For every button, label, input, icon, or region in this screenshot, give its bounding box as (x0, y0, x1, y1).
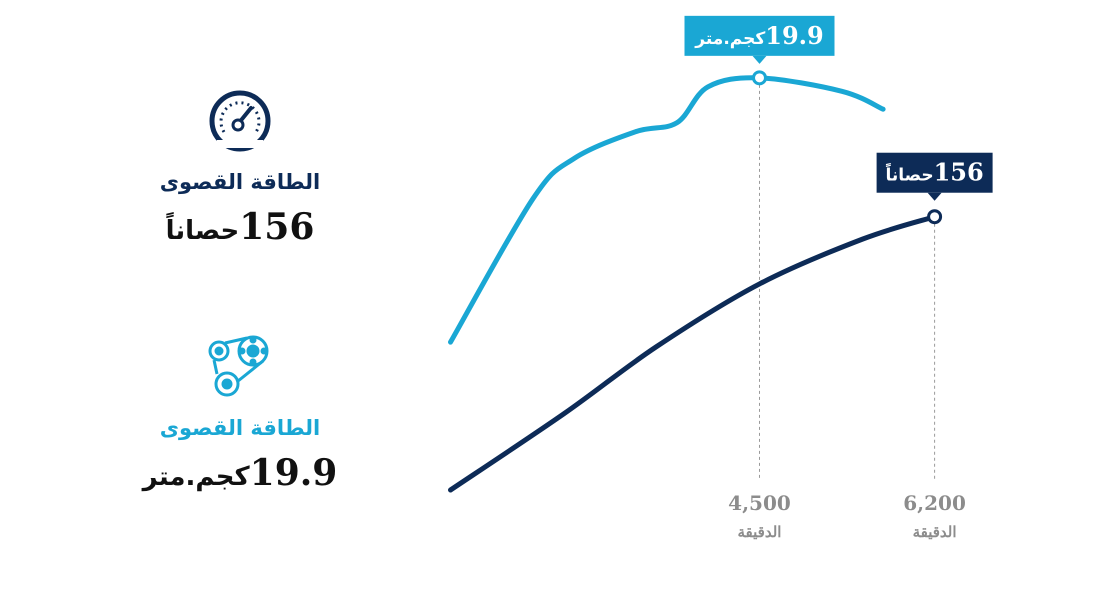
torque-peak-unit: كجم.متر (694, 29, 765, 49)
torque-peak-label: 19.9كجم.متر (694, 21, 823, 50)
power-value: 156 (239, 206, 315, 248)
power-stat: الطاقة القصوى 156حصاناً (150, 88, 330, 248)
torque-value: 19.9 (249, 452, 338, 494)
power-peak-unit: حصاناً (885, 162, 933, 186)
power-peak-marker (927, 209, 943, 225)
torque-stat-title: الطاقة القصوى (159, 416, 321, 440)
power-peak-value: 156 (934, 158, 984, 187)
torque-unit: كجم.متر (142, 462, 250, 492)
torque-peak-label-pointer (752, 55, 767, 64)
torque-peak-label-box (684, 15, 835, 56)
x-tick-sublabel-0: الدقيقة (738, 523, 782, 541)
power-stat-value: 156حصاناً (150, 206, 330, 248)
torque-stat: الطاقة القصوى 19.9كجم.متر (140, 334, 340, 494)
power-stat-title: الطاقة القصوى (159, 170, 321, 194)
torque-peak-marker (752, 70, 767, 86)
torque-series-line (448, 75, 886, 345)
torque-stat-value: 19.9كجم.متر (140, 452, 340, 494)
torque-peak-value: 19.9 (765, 21, 823, 50)
power-series-line (448, 214, 938, 493)
power-peak-label-pointer (927, 192, 942, 201)
power-unit: حصاناً (165, 216, 240, 246)
belt-pulley-icon (140, 334, 340, 400)
power-peak-label: 156حصاناً (885, 158, 984, 187)
power-peak-label-box (876, 152, 993, 193)
x-tick-sublabel-1: الدقيقة (913, 523, 957, 541)
x-tick-label-0: 4,500 (728, 491, 791, 515)
x-tick-label-1: 6,200 (903, 491, 966, 515)
speedometer-icon (150, 88, 330, 154)
